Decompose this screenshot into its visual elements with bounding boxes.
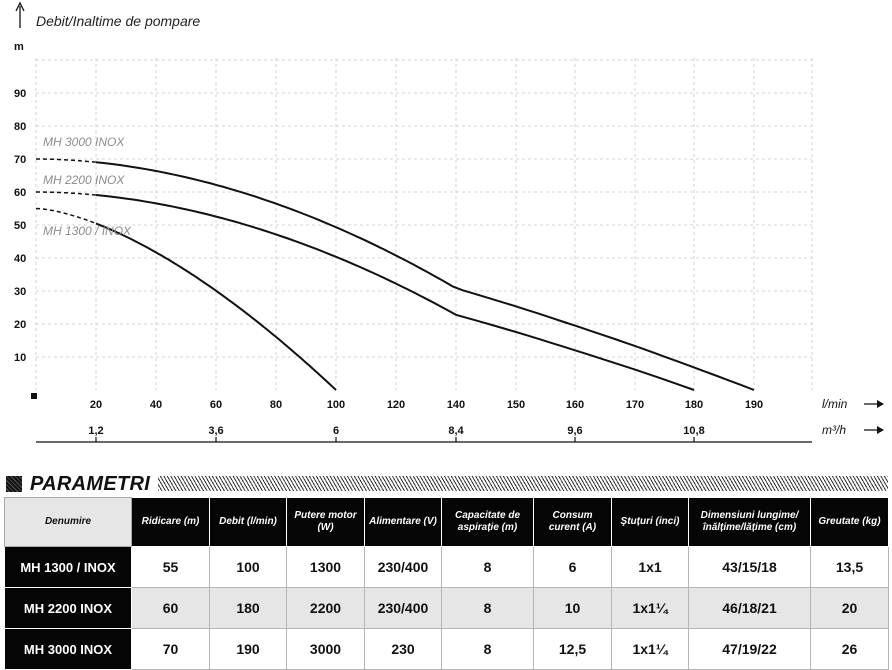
y-tick-label: 70 (14, 154, 26, 166)
model-cell: MH 1300 / INOX (4, 546, 132, 588)
series-label: MH 2200 INOX (43, 173, 125, 187)
table-row: MH 2200 INOX 60 180 2200 230/400 8 10 1x… (4, 587, 889, 629)
table-cell: 1x1¼ (611, 587, 689, 629)
x-tick-label: 170 (626, 399, 644, 411)
table-header-row: Denumire Ridicare (m) Debit (l/min) Pute… (4, 497, 889, 547)
y-tick-label: 50 (14, 220, 26, 232)
table-cell: 70 (131, 628, 210, 670)
model-cell: MH 2200 INOX (4, 587, 132, 629)
header-cell: Capacitate de aspirație (m) (441, 497, 534, 547)
y-tick-label: 80 (14, 121, 26, 133)
section-title: PARAMETRI (30, 472, 151, 495)
section-hatch-divider (158, 476, 888, 491)
table-cell: 20 (810, 587, 889, 629)
series-line-dashed-3 (36, 158, 97, 163)
table-cell: 190 (209, 628, 287, 670)
series-line-3 (95, 161, 755, 391)
x-tick-label: 140 (447, 399, 465, 411)
y-tick-label: 10 (14, 352, 26, 364)
table-row: MH 1300 / INOX 55 100 1300 230/400 8 6 1… (4, 546, 889, 588)
y-tick-label: 60 (14, 187, 26, 199)
x-tick-label: 190 (745, 399, 763, 411)
secondary-tick-label: 10,8 (683, 425, 704, 437)
table-cell: 1x1 (611, 546, 689, 588)
table-cell: 180 (209, 587, 287, 629)
section-square-icon (6, 476, 22, 492)
y-tick-label: 30 (14, 286, 26, 298)
secondary-tick-label: 6 (333, 425, 339, 437)
series-line-dashed-1 (35, 207, 97, 225)
series-label: MH 3000 INOX (43, 135, 125, 149)
table-cell: 8 (441, 546, 534, 588)
header-cell: Consum curent (A) (533, 497, 612, 547)
x-tick-label: 60 (210, 399, 222, 411)
table-cell: 55 (131, 546, 210, 588)
table-cell: 6 (533, 546, 612, 588)
x-tick-label: 80 (270, 399, 282, 411)
x-tick-label: 20 (90, 399, 102, 411)
y-tick-label: 90 (14, 88, 26, 100)
secondary-tick-label: 8,4 (448, 425, 464, 437)
x-tick-label: 40 (150, 399, 162, 411)
x-axis-label: l/min (822, 397, 848, 411)
x-tick-label: 160 (566, 399, 584, 411)
x-tick-label: 150 (507, 399, 525, 411)
secondary-tick-label: 9,6 (567, 425, 582, 437)
parameters-table: Denumire Ridicare (m) Debit (l/min) Pute… (4, 497, 889, 670)
table-cell: 1x1¼ (611, 628, 689, 670)
y-axis-label: m (14, 41, 24, 53)
table-cell: 10 (533, 587, 612, 629)
table-cell: 100 (209, 546, 287, 588)
header-cell: Dimensiuni lungime/ înălțime/lățime (cm) (688, 497, 811, 547)
header-cell: Greutate (kg) (810, 497, 889, 547)
header-cell: Debit (l/min) (209, 497, 287, 547)
table-cell: 230 (364, 628, 442, 670)
table-cell: 2200 (286, 587, 365, 629)
table-cell: 12,5 (533, 628, 612, 670)
table-cell: 230/400 (364, 587, 442, 629)
secondary-tick-label: 1,2 (88, 425, 103, 437)
table-cell: 46/18/21 (688, 587, 811, 629)
table-cell: 43/15/18 (688, 546, 811, 588)
model-cell: MH 3000 INOX (4, 628, 132, 670)
table-cell: 230/400 (364, 546, 442, 588)
pump-curve-chart: m 10 20 30 40 50 60 70 80 90 20 40 60 80 100 120 140 150 1… (14, 1, 884, 443)
table-cell: 60 (131, 587, 210, 629)
table-cell: 13,5 (810, 546, 889, 588)
y-tick-label: 40 (14, 253, 26, 265)
header-cell: Putere motor (W) (286, 497, 365, 547)
origin-marker (31, 393, 37, 399)
table-cell: 8 (441, 587, 534, 629)
x-tick-label: 120 (387, 399, 405, 411)
header-cell: Ştuțuri (inci) (611, 497, 689, 547)
series-label: MH 1300 / INOX (43, 224, 132, 238)
secondary-arrow-icon (877, 426, 884, 434)
header-cell: Ridicare (m) (131, 497, 210, 547)
series-line-dashed-2 (36, 191, 97, 196)
y-axis-arrow-icon (15, 1, 25, 12)
table-cell: 3000 (286, 628, 365, 670)
header-cell: Denumire (4, 497, 132, 547)
secondary-tick-label: 3,6 (208, 425, 223, 437)
secondary-axis-label: m³/h (822, 423, 846, 437)
x-tick-label: 180 (685, 399, 703, 411)
y-tick-label: 20 (14, 319, 26, 331)
table-cell: 1300 (286, 546, 365, 588)
chart-title: Debit/Inaltime de pompare (36, 13, 201, 29)
x-tick-label: 100 (327, 399, 345, 411)
series-line-1 (95, 222, 337, 391)
section-header: PARAMETRI (6, 472, 150, 496)
table-cell: 26 (810, 628, 889, 670)
x-axis-arrow-icon (877, 400, 884, 408)
series-line-2 (95, 194, 695, 391)
table-cell: 8 (441, 628, 534, 670)
header-cell: Alimentare (V) (364, 497, 442, 547)
table-row: MH 3000 INOX 70 190 3000 230 8 12,5 1x1¼… (4, 628, 889, 670)
table-cell: 47/19/22 (688, 628, 811, 670)
